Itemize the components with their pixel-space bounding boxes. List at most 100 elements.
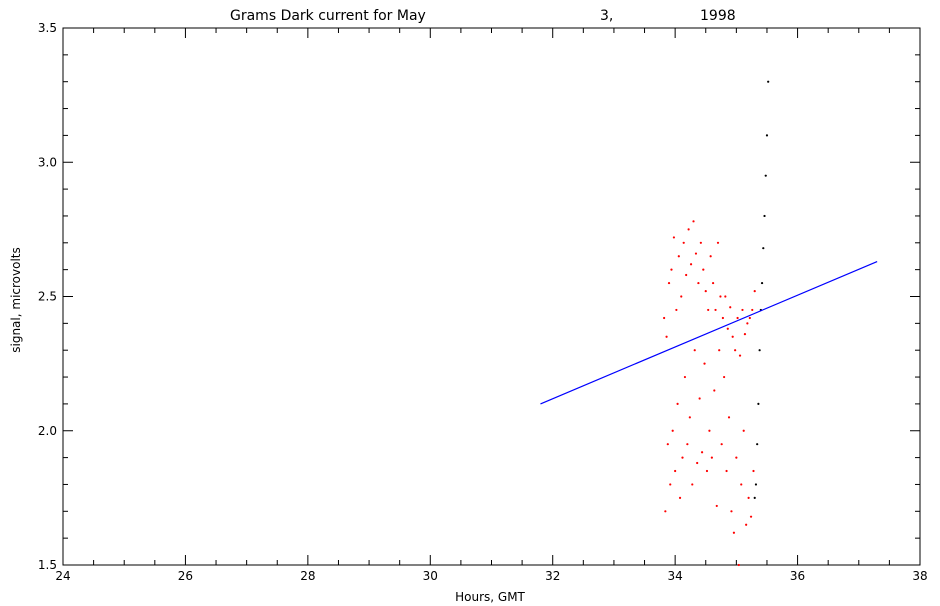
data-point (736, 316, 739, 320)
data-point (669, 483, 672, 486)
data-point (710, 456, 713, 459)
data-point (693, 349, 696, 352)
data-point (741, 308, 744, 312)
series-black (753, 80, 770, 499)
data-point (667, 281, 671, 285)
data-point (683, 375, 687, 379)
data-point (729, 306, 732, 309)
data-point (670, 268, 673, 271)
data-point (671, 429, 674, 432)
y-tick-label: 3.0 (38, 155, 57, 169)
data-point (666, 443, 669, 446)
data-point (725, 469, 728, 473)
data-point (764, 174, 767, 177)
y-tick-label: 2.0 (38, 424, 57, 438)
data-point (700, 451, 704, 454)
y-tick-label: 3.5 (38, 21, 57, 35)
data-point (734, 349, 737, 352)
data-point (682, 241, 685, 244)
chart-title-year: 1998 (700, 8, 736, 24)
data-point (738, 354, 742, 357)
data-point (762, 247, 765, 250)
data-point (685, 273, 688, 277)
data-point (711, 281, 715, 285)
data-point (727, 416, 731, 419)
y-tick-label: 1.5 (38, 558, 57, 572)
data-point (677, 255, 680, 258)
data-point (754, 483, 758, 486)
data-point (747, 496, 750, 499)
data-point (689, 263, 693, 266)
y-tick-label: 2.5 (38, 290, 57, 304)
data-point (678, 496, 682, 499)
data-point (703, 362, 706, 365)
data-point (716, 241, 720, 244)
x-tick-label: 30 (423, 569, 438, 583)
data-point (746, 322, 749, 325)
x-axis: 24 26 28 30 32 34 36 38 (55, 28, 928, 583)
data-point (702, 268, 705, 271)
data-point (757, 402, 760, 405)
data-point (737, 563, 740, 567)
data-point (763, 214, 766, 218)
y-axis: 1.5 2.0 2.5 3.0 3.5 (38, 21, 920, 572)
data-point (742, 429, 745, 432)
data-point (753, 496, 756, 499)
data-point (751, 308, 754, 312)
data-point (714, 308, 717, 312)
data-point (758, 349, 761, 352)
data-point (698, 397, 701, 400)
data-point (704, 290, 707, 293)
data-point (713, 389, 716, 392)
data-point (735, 456, 738, 459)
data-point (724, 295, 727, 298)
data-point (721, 316, 724, 320)
data-point (674, 469, 677, 473)
data-point (707, 308, 710, 312)
data-point (696, 461, 699, 465)
fit-line (540, 261, 878, 405)
data-point (694, 252, 698, 255)
data-point (760, 281, 764, 285)
y-axis-label: signal, microvolts (9, 247, 23, 353)
data-point (756, 443, 759, 446)
chart-title-main: Grams Dark current for May (230, 8, 426, 24)
data-point (665, 335, 668, 338)
data-point (743, 332, 747, 336)
data-point (697, 281, 700, 285)
data-point (680, 295, 683, 298)
data-point (691, 483, 694, 486)
data-point (740, 483, 743, 486)
data-point (749, 515, 753, 518)
data-point (765, 134, 769, 137)
plot-frame (62, 27, 921, 566)
data-point (718, 349, 721, 352)
data-point (681, 456, 684, 459)
data-point (709, 255, 712, 258)
data-point (752, 469, 755, 473)
data-point (726, 327, 729, 330)
x-tick-label: 32 (545, 569, 560, 583)
x-tick-label: 38 (912, 569, 927, 583)
data-point (664, 510, 667, 513)
data-point (663, 316, 666, 320)
x-tick-label: 28 (300, 569, 315, 583)
data-point (675, 308, 678, 312)
data-point (745, 523, 748, 526)
data-point (699, 241, 702, 244)
data-point (748, 316, 751, 320)
data-point (715, 504, 718, 508)
data-point (708, 429, 711, 432)
data-point (730, 510, 733, 513)
data-point (686, 443, 689, 446)
data-point (720, 443, 723, 446)
x-tick-label: 26 (178, 569, 193, 583)
x-axis-label: Hours, GMT (455, 590, 525, 604)
chart-title-day: 3, (600, 8, 613, 24)
data-point (705, 469, 709, 473)
data-point (731, 335, 734, 338)
x-tick-label: 34 (668, 569, 683, 583)
data-point (753, 290, 756, 293)
series-red (663, 220, 756, 567)
